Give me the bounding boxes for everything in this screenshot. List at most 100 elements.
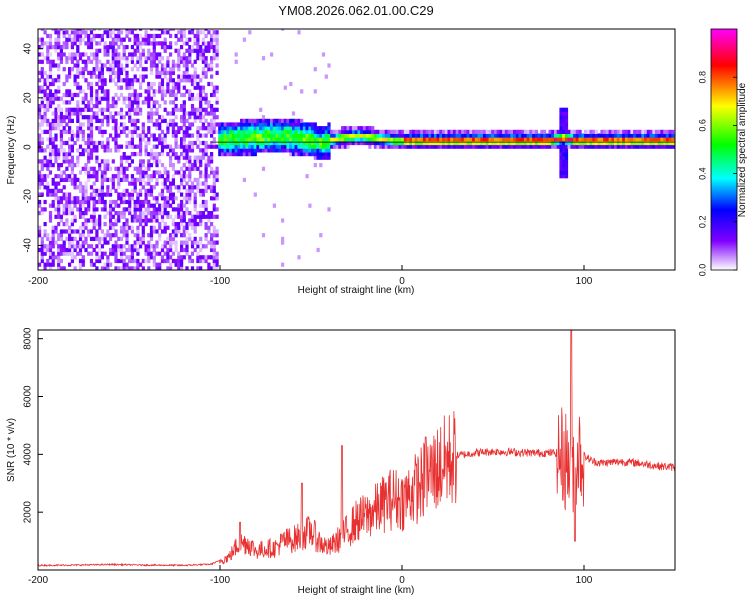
spectrogram-cell [84,30,88,35]
spectrogram-cell [100,129,104,134]
spectrogram-cell [185,225,189,230]
spectrogram-cell [281,29,285,31]
spectrogram-cell [73,203,77,208]
spectrogram-cell [185,126,189,131]
spectrogram-cell [100,196,104,201]
spectrogram-cell [188,188,192,193]
spectrogram-cell [275,122,279,127]
spectrogram-cell [81,214,85,219]
spectrogram-cell [190,214,195,219]
spectrogram-cell [185,199,189,205]
spectrogram-cell [259,107,263,112]
spectrogram-cell [174,247,178,253]
spectrogram-cell [368,133,372,138]
spectrogram-cell [523,133,528,138]
spectrogram-cell [218,137,222,142]
spectrogram-cell [98,78,102,83]
spectrogram-cell [81,199,85,205]
spectrogram-cell [81,229,85,234]
spectrogram-cell [212,48,216,53]
spectrogram-cell [382,133,386,138]
spectrogram-cell [286,133,290,138]
spectrogram-cell [570,137,574,142]
spectrogram-cell [180,214,184,219]
spectrogram-cell [275,129,279,134]
spectrogram-cell [543,140,547,146]
spectrogram-cell [532,144,536,149]
spectrogram-cell [139,163,143,168]
spectrogram-cell [398,133,402,138]
spectrogram-cell [152,63,156,68]
spectrogram-cell [177,78,181,83]
spectrogram-cell [414,137,418,142]
spectrogram-cell [270,144,274,149]
spectrogram-cell [190,48,195,53]
spectrogram-cell [48,67,53,72]
spectrogram-cell [125,222,129,227]
spectrogram-cell [84,196,88,201]
spectrogram-cell [59,266,63,270]
spectrogram-cell [226,144,230,149]
spectrogram-cell [155,181,159,186]
spectrogram-cell [76,229,80,234]
spectrogram-cell [210,236,214,241]
spectrogram-cell [169,78,173,83]
spectrogram-cell [119,107,124,112]
spectrogram-cell [136,199,140,205]
spectrogram-cell [114,118,118,123]
spectrogram-cell [321,126,326,131]
spectrogram-cell [379,133,383,138]
spectrogram-cell [114,218,118,223]
spectrogram-cell [128,85,132,90]
spectrogram-cell [562,159,566,164]
spectrogram-cell [169,41,173,46]
spectrogram-cell [40,52,44,57]
spectrogram-cell [87,244,91,249]
spectrogram-cell [240,118,244,123]
spectrogram-cell [343,144,347,149]
spectrogram-cell [196,29,200,31]
spectrogram-cell [248,30,252,35]
spectrogram-cell [210,233,214,238]
spectrogram-cell [450,133,454,138]
spectrogram-cell [491,137,495,142]
spectrogram-cell [237,140,241,146]
spectrogram-cell [117,258,121,264]
spectrogram-cell [275,118,279,123]
spectrogram-cell [592,140,596,146]
spectrogram-cell [43,92,47,98]
spectrogram-cell [193,203,197,208]
spectrogram-cell [111,174,115,179]
spectrogram-cell [76,100,80,105]
spectrogram-cell [534,140,539,146]
spectrogram-cell [114,203,118,208]
spectrogram-cell [133,89,137,94]
spectrogram-cell [286,118,290,123]
spectrogram-cell [177,258,181,264]
spectrogram-cell [499,144,503,149]
spectrogram-cell [453,140,457,146]
spectrogram-cell [204,222,208,227]
spectrogram-cell [201,203,205,208]
spectrogram-cell [122,78,126,83]
spectrogram-cell [185,236,189,241]
spectrogram-cell [48,70,53,75]
spectrogram-cell [141,218,145,223]
spectrogram-cell [267,148,271,153]
spectrogram-cell [638,144,642,149]
spectrogram-cell [117,78,121,83]
spectrogram-cell [204,96,208,101]
spectrogram-cell [119,214,124,219]
spectrogram-cell [657,133,661,138]
spectrogram-cell [76,244,80,249]
spectrogram-cell [46,74,50,79]
spectrogram-cell [122,122,126,127]
spectrogram-cell [182,144,186,149]
spectrogram-cell [564,174,569,179]
spectrogram-cell [119,177,124,182]
spectrogram-cell [81,74,85,79]
spectrogram-cell [70,56,74,61]
spectrogram-cell [62,244,66,249]
spectrogram-cell [149,96,154,101]
spectrogram-cell [46,52,50,57]
